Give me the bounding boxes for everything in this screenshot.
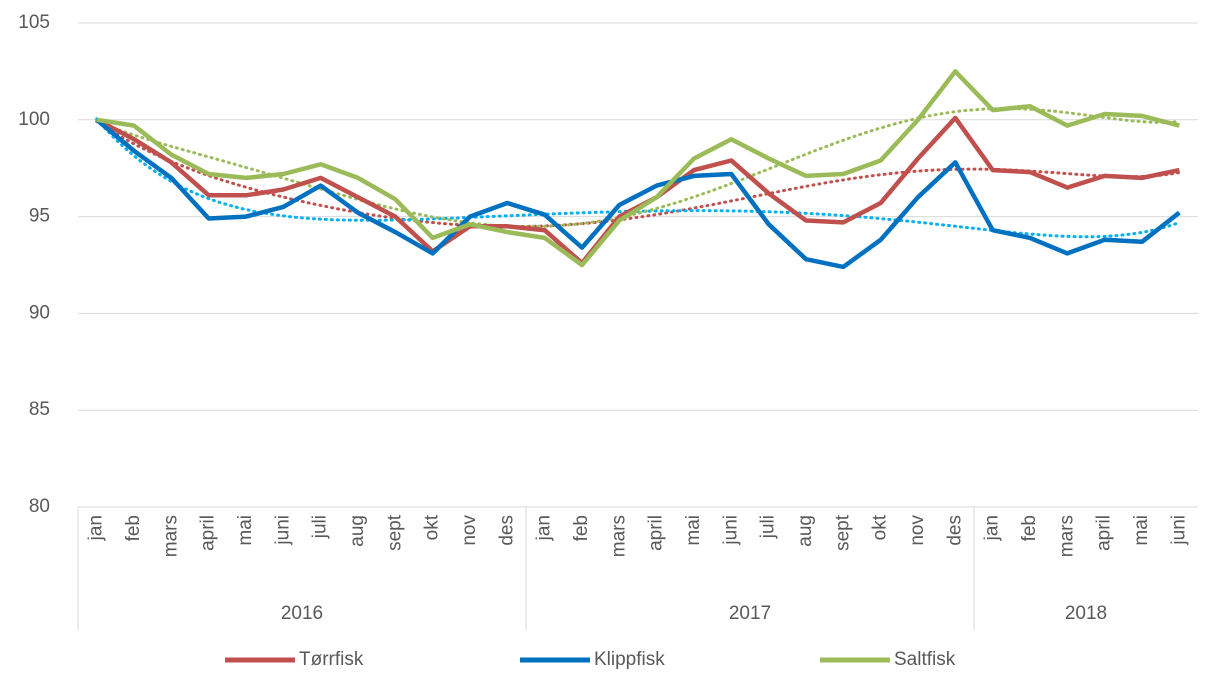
group-label: 2016 <box>281 603 323 624</box>
group-label: 2017 <box>729 603 771 624</box>
x-tick-label: des <box>496 515 517 546</box>
x-tick-label: feb <box>123 515 144 541</box>
x-tick-label: jan <box>534 515 555 541</box>
x-tick-label: jan <box>982 515 1003 541</box>
x-tick-label: nov <box>907 515 928 546</box>
x-tick-label: mars <box>608 515 629 557</box>
y-tick-label: 105 <box>18 12 50 33</box>
x-tick-label: sept <box>384 514 405 551</box>
x-tick-label: okt <box>870 514 891 540</box>
x-tick-label: sept <box>832 514 853 551</box>
x-tick-label: mai <box>683 515 704 546</box>
x-tick-label: juni <box>272 515 293 546</box>
x-tick-label: feb <box>571 515 592 541</box>
group-label: 2018 <box>1065 603 1107 624</box>
series-line <box>96 69 1180 268</box>
x-tick-label: des <box>944 515 965 546</box>
x-tick-label: mars <box>1056 515 1077 557</box>
x-tick-label: juni <box>1168 515 1189 546</box>
x-tick-label: april <box>1094 515 1115 551</box>
y-tick-label: 90 <box>29 302 50 323</box>
x-tick-label: juli <box>310 515 331 539</box>
x-tick-label: mai <box>1131 515 1152 546</box>
x-tick-label: feb <box>1019 515 1040 541</box>
y-tick-label: 80 <box>29 496 50 517</box>
y-tick-label: 95 <box>29 206 50 227</box>
x-tick-label: juni <box>720 515 741 546</box>
x-tick-label: nov <box>459 515 480 546</box>
legend-label: Tørrfisk <box>299 649 364 670</box>
series-line <box>95 118 1181 270</box>
trendline <box>95 107 1181 229</box>
legend-label: Klippfisk <box>594 649 665 670</box>
x-tick-label: jan <box>86 515 107 541</box>
x-tick-label: aug <box>347 515 368 547</box>
x-tick-label: mars <box>160 515 181 557</box>
y-tick-label: 100 <box>18 109 50 130</box>
legend-label: Saltfisk <box>894 649 956 670</box>
x-tick-label: okt <box>422 514 443 540</box>
x-tick-label: mai <box>235 515 256 546</box>
series-line <box>95 115 1180 266</box>
x-tick-label: juli <box>758 515 779 539</box>
y-tick-label: 85 <box>29 399 50 420</box>
x-tick-label: april <box>198 515 219 551</box>
x-tick-label: april <box>646 515 667 551</box>
x-tick-label: aug <box>795 515 816 547</box>
